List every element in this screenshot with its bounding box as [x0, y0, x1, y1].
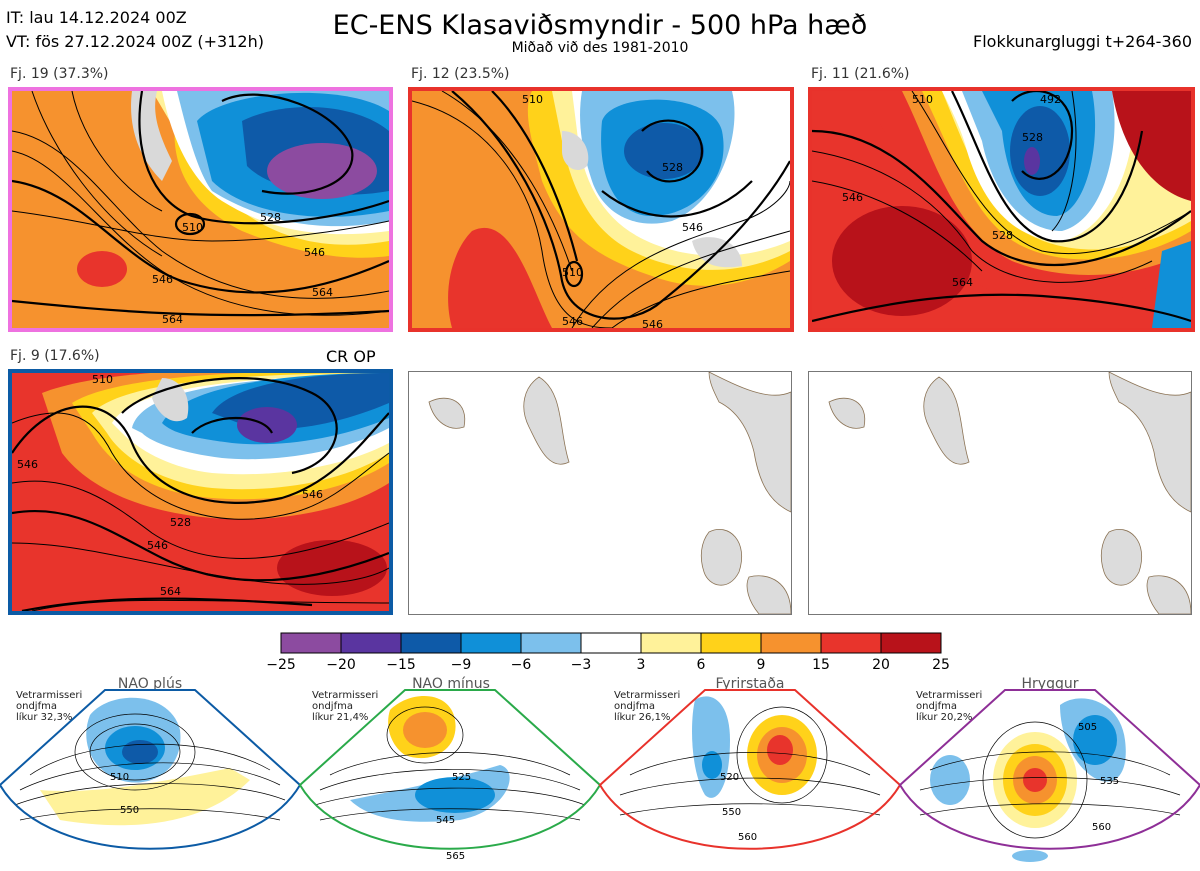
- colorbar-tick-label: 20: [872, 657, 890, 673]
- contour-label: 546: [17, 458, 38, 471]
- regime-1-title: NAO plús: [117, 676, 183, 692]
- regime-3-title: Fyrirstaða: [715, 676, 785, 692]
- regime-4-title: Hryggur: [1021, 676, 1079, 692]
- colorbar-swatch: [400, 632, 462, 654]
- cluster-map-1: 510 528 546 564 546 564: [8, 87, 393, 332]
- contour-label: 510: [182, 221, 203, 234]
- regime-map-nao-plus: 510 550: [0, 689, 302, 850]
- contour-label: 550: [120, 805, 139, 816]
- contour-label: 550: [722, 807, 741, 818]
- panel-1-label: Fj. 19 (37.3%): [10, 66, 109, 82]
- contour-label: 528: [662, 161, 683, 174]
- contour-label: 510: [912, 93, 933, 106]
- contour-label: 510: [92, 373, 113, 386]
- colorbar-tick-label: 15: [812, 657, 830, 673]
- contour-label: 546: [682, 221, 703, 234]
- cluster-map-3: 510 492 528 546 564 528: [808, 87, 1195, 332]
- colorbar-tick-label: 6: [696, 657, 706, 673]
- contour-label: 525: [452, 772, 471, 783]
- colorbar-tick-label: 25: [932, 657, 950, 673]
- regime-4-note: Vetrarmisseri ondjfma líkur 20,2%: [916, 690, 983, 723]
- contour-label: 560: [1092, 822, 1111, 833]
- contour-label: 528: [1022, 131, 1043, 144]
- empty-map-5: [408, 371, 792, 615]
- regime-2-note: Vetrarmisseri ondjfma líkur 21,4%: [312, 690, 379, 723]
- contour-label: 546: [642, 318, 663, 328]
- initial-time: IT: lau 14.12.2024 00Z: [6, 8, 187, 27]
- colorbar-tick-label: 3: [636, 657, 646, 673]
- contour-label: 528: [170, 516, 191, 529]
- regime-map-nao-minus: 525 545 565: [298, 689, 602, 862]
- page-title: EC-ENS Klasaviðsmyndir - 500 hPa hæð: [332, 10, 868, 41]
- colorbar-tick-label: −25: [266, 657, 296, 673]
- regime-maps: 510 550 525 545 565 520 550: [0, 689, 1200, 862]
- contour-label: 510: [562, 266, 583, 279]
- cluster-map-2: 510 510 528 546 546 546: [408, 87, 794, 332]
- colorbar-tick-label: 9: [756, 657, 766, 673]
- colorbar: [280, 632, 942, 654]
- colorbar-swatch: [280, 632, 342, 654]
- colorbar-tick-label: −6: [510, 657, 532, 673]
- contour-label: 520: [720, 772, 739, 783]
- contour-label: 546: [147, 539, 168, 552]
- contour-label: 564: [952, 276, 973, 289]
- header-dates: IT: lau 14.12.2024 00Z VT: fös 27.12.202…: [6, 6, 264, 54]
- contour-label: 564: [160, 585, 181, 598]
- control-operational-tag: CR OP: [326, 347, 376, 366]
- colorbar-swatch: [460, 632, 522, 654]
- colorbar-tick-label: −15: [386, 657, 416, 673]
- contour-label: 505: [1078, 722, 1097, 733]
- colorbar-swatch: [340, 632, 402, 654]
- panel-2-label: Fj. 12 (23.5%): [411, 66, 510, 82]
- colorbar-swatch: [700, 632, 762, 654]
- colorbar-swatch: [640, 632, 702, 654]
- panel-4-label: Fj. 9 (17.6%): [10, 348, 100, 364]
- cluster-window: Flokkunargluggi t+264-360: [973, 32, 1192, 51]
- contour-label: 546: [562, 315, 583, 328]
- colorbar-swatch: [520, 632, 582, 654]
- contour-label: 510: [110, 772, 129, 783]
- contour-label: 546: [842, 191, 863, 204]
- valid-time: VT: fös 27.12.2024 00Z (+312h): [6, 32, 264, 51]
- contour-label: 545: [436, 815, 455, 826]
- colorbar-swatch: [880, 632, 942, 654]
- contour-label: 564: [162, 313, 183, 326]
- cluster-map-4: 510 528 546 564 546 546: [8, 369, 393, 615]
- empty-map-6: [808, 371, 1192, 615]
- regime-3-note: Vetrarmisseri ondjfma líkur 26,1%: [614, 690, 681, 723]
- contour-label: 546: [152, 273, 173, 286]
- panel-3-label: Fj. 11 (21.6%): [811, 66, 910, 82]
- colorbar-swatch: [580, 632, 642, 654]
- colorbar-tick-label: −3: [570, 657, 592, 673]
- regime-map-blocking: 520 550 560: [598, 689, 902, 850]
- regime-1-note: Vetrarmisseri ondjfma líkur 32,3%: [16, 690, 83, 723]
- contour-label: 560: [738, 832, 757, 843]
- contour-label: 546: [304, 246, 325, 259]
- colorbar-swatch: [820, 632, 882, 654]
- colorbar-swatch: [760, 632, 822, 654]
- contour-label: 546: [302, 488, 323, 501]
- contour-label: 492: [1040, 93, 1061, 106]
- colorbar-tick-label: −9: [450, 657, 472, 673]
- page-subtitle: Miðað við des 1981-2010: [511, 40, 689, 56]
- contour-label: 564: [312, 286, 333, 299]
- contour-label: 528: [992, 229, 1013, 242]
- colorbar-tick-label: −20: [326, 657, 356, 673]
- contour-label: 528: [260, 211, 281, 224]
- contour-label: 565: [446, 851, 465, 862]
- regime-2-title: NAO mínus: [412, 676, 490, 692]
- regime-map-ridge: 505 535 560: [898, 689, 1200, 862]
- contour-label: 510: [522, 93, 543, 106]
- contour-label: 535: [1100, 776, 1119, 787]
